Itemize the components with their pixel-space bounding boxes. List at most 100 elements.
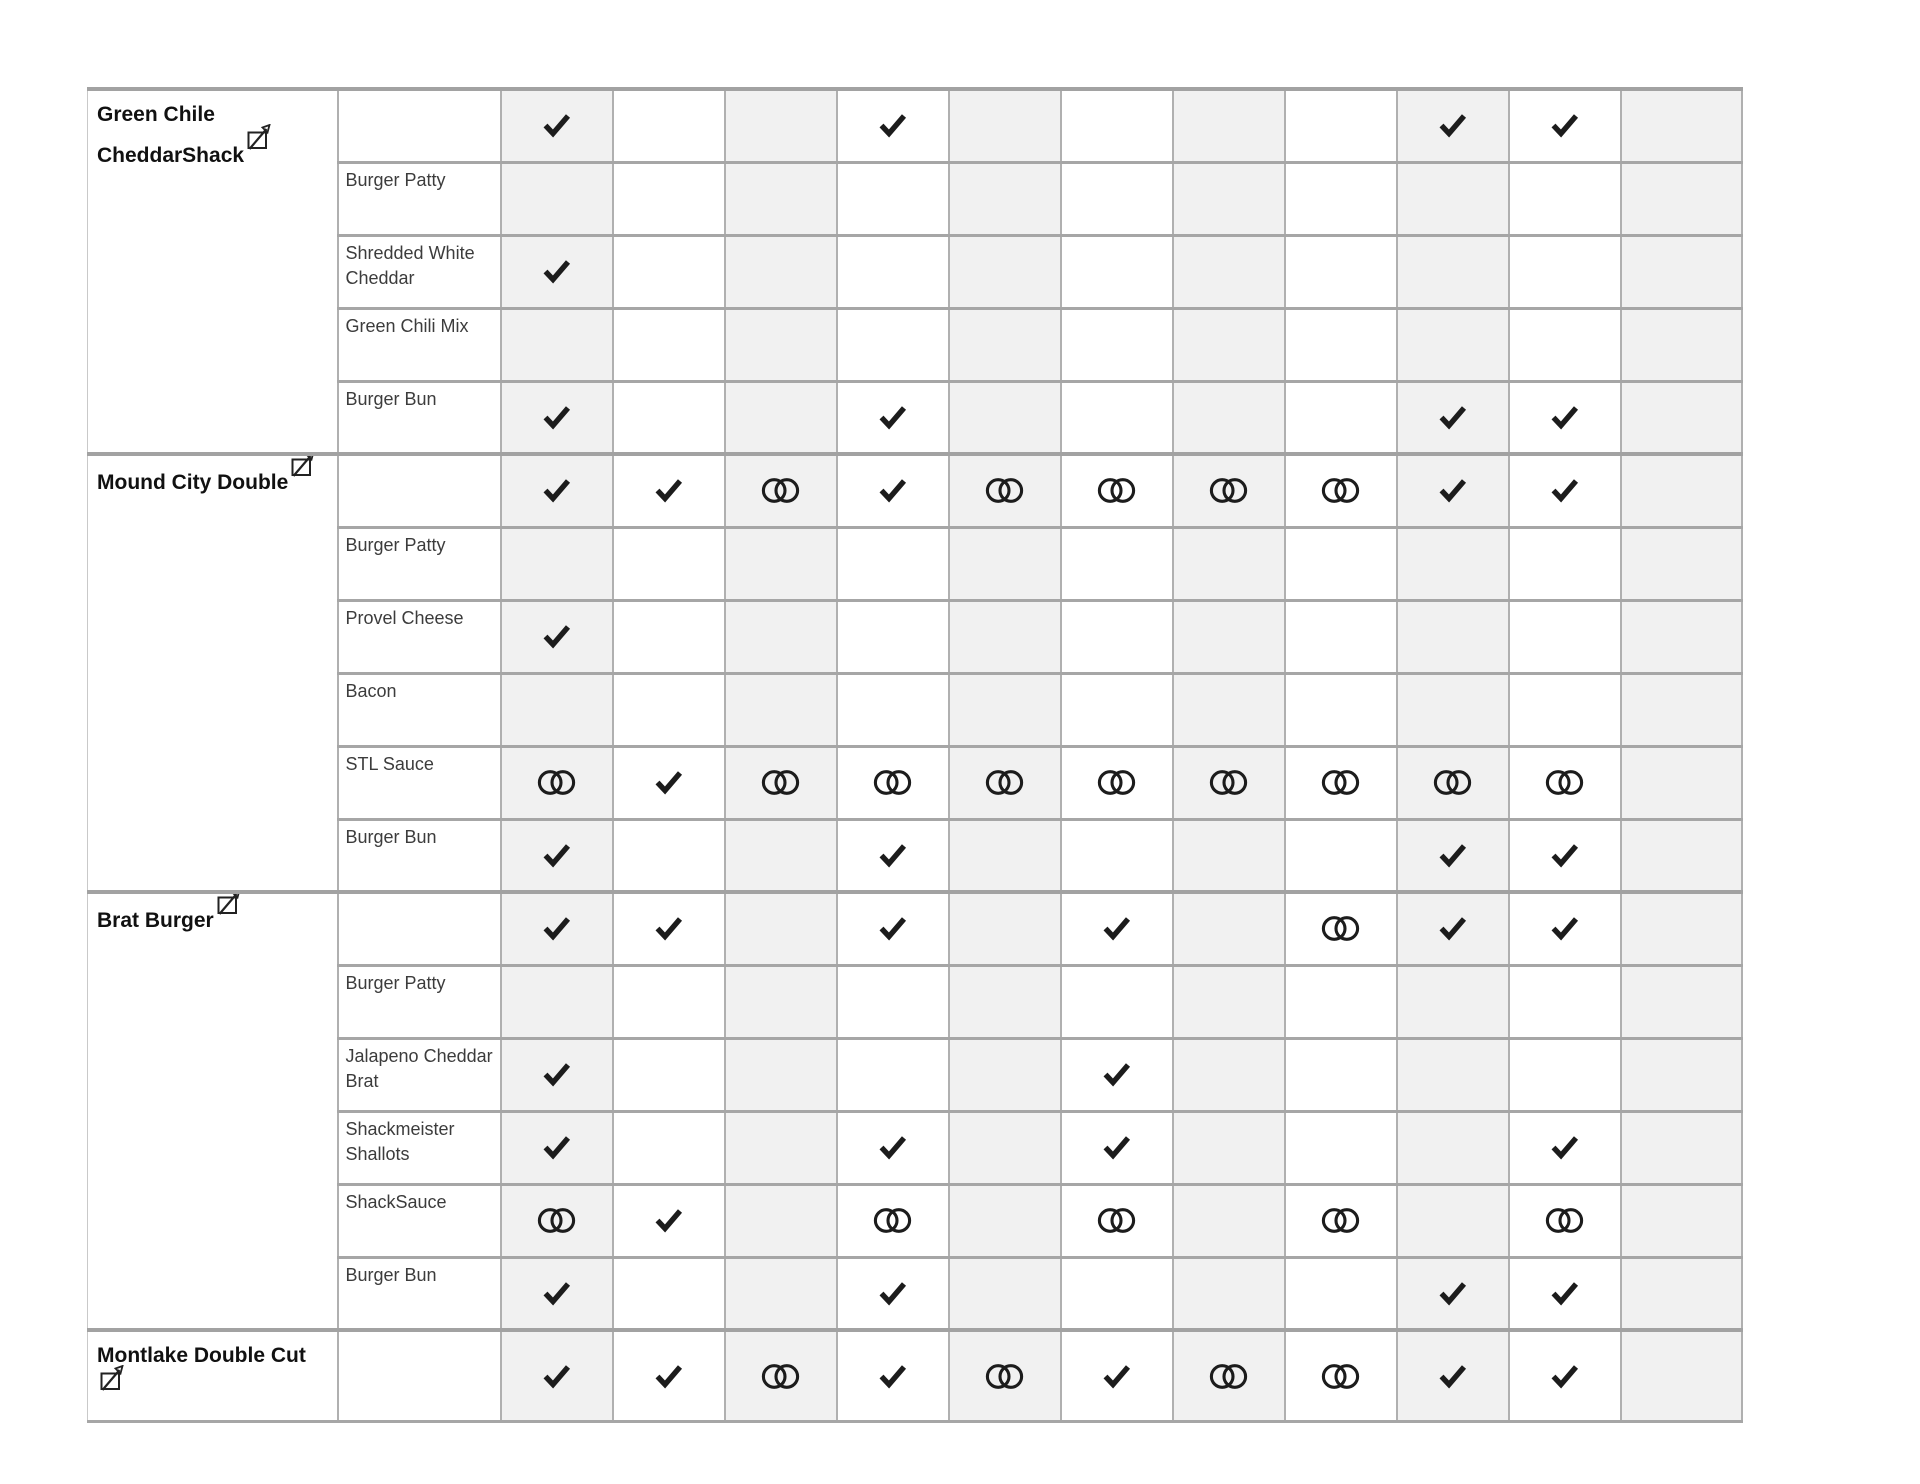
check-cell [1507,379,1622,456]
check-mark-icon [655,771,683,795]
empty-cell [723,1182,838,1259]
empty-cell [723,1036,838,1113]
check-mark-icon [543,625,571,649]
ingredient-name-cell: Jalapeno Cheddar Brat [336,1036,502,1113]
empty-cell [611,1036,726,1113]
ingredient-cell-empty [336,87,502,164]
check-cell [1395,87,1510,164]
ingredient-name-cell: Burger Patty [336,160,502,237]
interlocking-rings-icon [1209,1363,1248,1389]
ingredient-row: Burger Patty [88,160,1743,237]
burger-name-cell: Green Chile CheddarShack [87,87,339,456]
edit-icon[interactable] [216,892,241,917]
check-cell [1507,1109,1622,1186]
ingredient-row: Burger Bun [88,379,1743,456]
burger-name-cell: Mound City Double [87,452,339,894]
interlocking-rings-icon [873,770,912,795]
check-cell [499,1255,614,1332]
empty-cell [723,525,838,602]
burger-name: Brat Burger [97,909,214,932]
check-cell [835,87,950,164]
empty-cell [947,671,1062,748]
empty-cell [499,160,614,237]
empty-cell [723,1109,838,1186]
empty-cell [1283,160,1398,237]
empty-cell [1171,1255,1286,1332]
empty-cell [1395,233,1510,310]
ingredient-name: Shackmeister Shallots [345,1118,455,1164]
ingredient-row: STL Sauce [88,744,1743,821]
interlocking-rings-icon [1433,770,1472,795]
empty-cell [835,525,950,602]
check-cell [1395,1328,1510,1423]
empty-cell [1171,1036,1286,1113]
ingredient-cell-empty [336,890,502,967]
empty-cell [1619,1328,1743,1423]
group-header-row: Mound City Double [87,452,1743,894]
empty-cell [1059,598,1174,675]
check-mark-icon [1439,917,1467,941]
rings-cell [947,744,1062,821]
empty-cell [947,963,1062,1040]
burger-name: Montlake Double Cut [97,1344,306,1367]
ingredient-row: Bacon [88,671,1743,748]
check-cell [1059,1109,1174,1186]
empty-cell [947,1255,1062,1332]
empty-cell [947,87,1062,164]
check-cell [499,1109,614,1186]
check-mark-icon [543,114,571,138]
check-mark-icon [543,1136,571,1160]
empty-cell [1059,233,1174,310]
check-cell [1059,1036,1174,1113]
check-mark-icon [879,114,907,138]
interlocking-rings-icon [1097,478,1136,504]
interlocking-rings-icon [1209,478,1248,504]
ingredient-row: Provel Cheese [88,598,1743,675]
interlocking-rings-icon [1321,1208,1360,1233]
burger-name: Green Chile CheddarShack [97,103,245,167]
page: Green Chile CheddarShack Burger Patty Shre… [87,87,1743,1423]
check-mark-icon [1103,1136,1131,1160]
empty-cell [1171,525,1286,602]
check-cell [1395,890,1510,967]
empty-cell [947,306,1062,383]
check-cell [499,598,614,675]
check-mark-icon [1439,405,1467,430]
interlocking-rings-icon [537,770,576,795]
empty-cell [723,598,838,675]
empty-cell [947,1182,1062,1259]
edit-icon[interactable] [99,1365,124,1393]
check-mark-icon [879,917,907,941]
rings-cell [1283,1182,1398,1259]
empty-cell [1283,817,1398,894]
empty-cell [1619,525,1743,602]
check-cell [1395,379,1510,456]
edit-icon[interactable] [290,454,315,479]
rings-cell [723,1328,838,1423]
empty-cell [1283,233,1398,310]
edit-icon[interactable] [246,124,271,152]
empty-cell [1395,525,1510,602]
empty-cell [1507,671,1622,748]
check-mark-icon [655,1364,683,1389]
check-mark-icon [1439,1281,1467,1306]
empty-cell [1395,671,1510,748]
empty-cell [499,671,614,748]
check-cell [1395,452,1510,529]
empty-cell [1619,598,1743,675]
empty-cell [947,817,1062,894]
empty-cell [1619,1109,1743,1186]
empty-cell [611,671,726,748]
ingredient-name: ShackSauce [345,1191,447,1212]
burger-name-cell: Montlake Double Cut [87,1328,339,1423]
check-mark-icon [655,479,683,503]
check-cell [835,1255,950,1332]
empty-cell [1507,1036,1622,1113]
empty-cell [723,963,838,1040]
empty-cell [1171,1182,1286,1259]
empty-cell [1619,1255,1743,1332]
empty-cell [1059,379,1174,456]
ingredient-name: Shredded White Cheddar [345,242,475,288]
empty-cell [1619,671,1743,748]
interlocking-rings-icon [985,1363,1024,1389]
